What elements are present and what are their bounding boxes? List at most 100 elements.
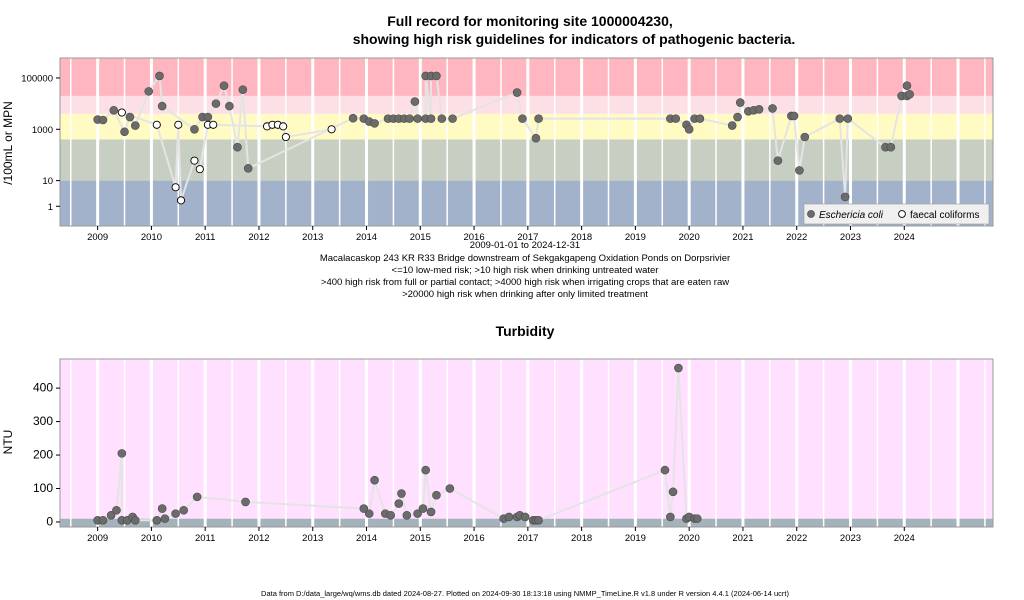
- legend-faecal-coliforms-label: faecal coliforms: [910, 210, 979, 221]
- turbidity-x-tick-label: 2020: [679, 533, 700, 544]
- ecoli-y-tick-label: 1000: [32, 125, 53, 136]
- ecoli-data-point: [171, 183, 180, 192]
- ecoli-data-point: [130, 121, 140, 130]
- ecoli-data-point: [432, 71, 441, 81]
- ecoli-data-point: [125, 112, 135, 122]
- turbidity-data-point: [504, 512, 514, 522]
- ecoli-data-point: [512, 88, 522, 97]
- turbidity-data-point: [394, 499, 404, 508]
- ecoli-data-point: [211, 99, 221, 108]
- caption-date-range: 2009-01-01 to 2024-12-31: [470, 240, 580, 251]
- turbidity-data-point: [445, 484, 455, 493]
- turbidity-data-point: [418, 504, 428, 513]
- turbidity-y-tick-label: 200: [33, 448, 53, 462]
- ecoli-legend: Eschericia coli faecal coliforms: [803, 203, 990, 225]
- ecoli-data-point: [238, 85, 248, 94]
- turbidity-data-point: [674, 363, 683, 373]
- ecoli-data-point: [905, 90, 914, 99]
- ecoli-x-tick-label: 2019: [625, 232, 646, 243]
- ecoli-x-tick-label: 2009: [87, 232, 108, 243]
- ecoli-data-point: [144, 87, 154, 96]
- turbidity-x-tick-label: 2015: [410, 533, 431, 544]
- ecoli-x-tick-label: 2014: [356, 232, 377, 243]
- caption-guideline-contact: >400 high risk from full or partial cont…: [321, 277, 729, 288]
- turbidity-data-point: [668, 487, 678, 497]
- caption-guideline-drinking: <=10 low-med risk; >10 high risk when dr…: [392, 265, 659, 276]
- ecoli-data-point: [902, 81, 912, 90]
- ecoli-data-point: [727, 121, 737, 130]
- ecoli-data-point: [190, 124, 199, 134]
- legend-faecal-coliforms-marker: [898, 210, 906, 218]
- ecoli-x-tick-label: 2022: [786, 232, 807, 243]
- ecoli-data-point: [843, 114, 853, 123]
- turbidity-x-tick-label: 2016: [463, 533, 484, 544]
- ecoli-data-point: [98, 115, 108, 125]
- legend-ecoli-marker: [807, 210, 815, 218]
- ecoli-data-point: [840, 192, 850, 202]
- turbidity-y-tick-label: 0: [46, 514, 53, 528]
- ecoli-x-tick-label: 2018: [571, 232, 592, 243]
- ecoli-data-point: [437, 114, 447, 123]
- turbidity-data-point: [179, 505, 188, 515]
- ecoli-data-point: [243, 164, 253, 173]
- ecoli-data-point: [157, 101, 167, 111]
- ecoli-data-point: [405, 114, 414, 123]
- ecoli-chart-title: Full record for monitoring site 10000042…: [387, 13, 673, 29]
- turbidity-data-point: [157, 504, 167, 513]
- ecoli-data-point: [695, 114, 705, 123]
- turbidity-data-point: [171, 509, 180, 518]
- ecoli-data-point: [155, 71, 164, 81]
- turbidity-y-axis-label: NTU: [1, 430, 15, 455]
- turbidity-data-point: [106, 510, 116, 520]
- turbidity-data-point: [112, 505, 121, 515]
- turbidity-x-tick-label: 2009: [87, 533, 108, 544]
- ecoli-x-tick-label: 2017: [517, 232, 538, 243]
- turbidity-y-tick-label: 300: [33, 414, 53, 428]
- turbidity-data-point: [370, 475, 379, 485]
- ecoli-data-point: [370, 119, 379, 128]
- ecoli-x-tick-label: 2011: [195, 232, 215, 243]
- turbidity-x-tick-label: 2014: [356, 533, 377, 544]
- ecoli-data-point: [800, 132, 810, 142]
- ecoli-data-point: [735, 98, 745, 107]
- turbidity-data-point: [402, 510, 412, 520]
- turbidity-data-point: [413, 509, 422, 518]
- turbidity-x-tick-label: 2013: [302, 533, 323, 544]
- ecoli-data-point: [410, 97, 420, 106]
- ecoli-x-tick-label: 2015: [410, 232, 431, 243]
- turbidity-x-tick-label: 2019: [625, 533, 646, 544]
- ecoli-x-tick-label: 2020: [679, 232, 700, 243]
- ecoli-y-tick-label: 100000: [21, 73, 53, 84]
- ecoli-data-point: [109, 105, 119, 115]
- ecoli-data-point: [448, 114, 457, 123]
- ecoli-data-point: [117, 108, 126, 117]
- ecoli-data-point: [754, 105, 764, 114]
- ecoli-data-point: [684, 124, 694, 134]
- turbidity-x-tick-label: 2022: [786, 533, 807, 544]
- ecoli-data-point: [219, 81, 229, 90]
- turbidity-y-tick-label: 100: [33, 481, 53, 495]
- ecoli-x-tick-label: 2016: [463, 232, 484, 243]
- turbidity-data-point: [117, 449, 127, 458]
- ecoli-data-point: [426, 114, 436, 123]
- turbidity-data-point: [160, 514, 170, 523]
- ecoli-x-tick-label: 2024: [894, 232, 915, 243]
- ecoli-data-point: [195, 165, 204, 174]
- ecoli-plot-panel: 2009 2010 2011 2012 2013 2014 2015 2016 2017 2018…: [21, 57, 994, 243]
- turbidity-data-point: [432, 490, 441, 500]
- turbidity-data-point: [192, 492, 202, 502]
- turbidity-x-tick-label: 2021: [732, 533, 753, 544]
- footer-note: Data from D:/data_large/wq/wms.db dated …: [261, 589, 789, 598]
- ecoli-data-point: [768, 104, 777, 113]
- turbidity-data-point: [692, 514, 702, 523]
- turbidity-data-point: [241, 497, 250, 507]
- caption-site-description: Macalacaskop 243 KR R33 Bridge downstrea…: [320, 253, 730, 264]
- turbidity-data-point: [534, 516, 543, 525]
- ecoli-plot-frame: [59, 57, 994, 227]
- ecoli-x-tick-label: 2012: [248, 232, 269, 243]
- turbidity-data-point: [386, 510, 396, 520]
- caption-guideline-treatment: >20000 high risk when drinking after onl…: [402, 289, 648, 300]
- ecoli-data-point: [733, 112, 742, 122]
- turbidity-x-tick-label: 2012: [248, 533, 269, 544]
